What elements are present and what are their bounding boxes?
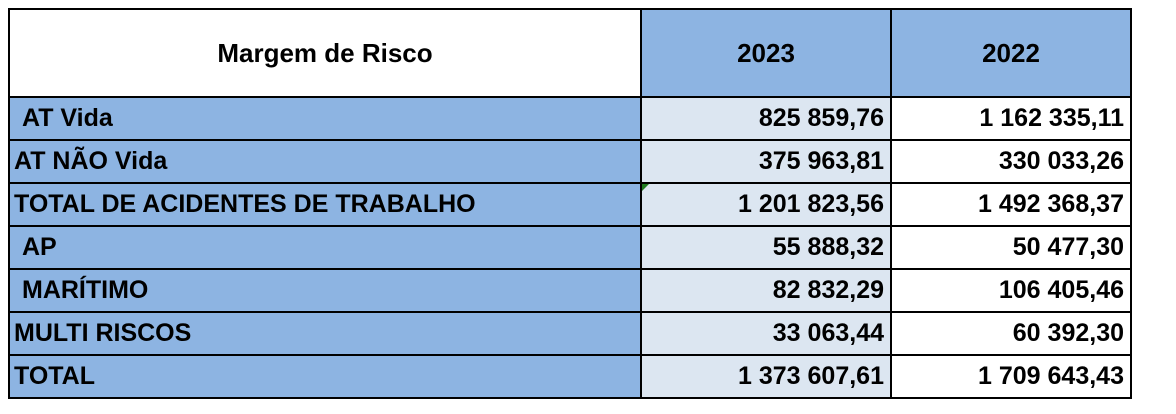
table-row: AP 55 888,32 50 477,30 <box>8 225 1132 270</box>
table-header-row: Margem de Risco 2023 2022 <box>8 8 1132 98</box>
table-row: TOTAL 1 373 607,61 1 709 643,43 <box>8 354 1132 399</box>
cell-error-indicator-icon <box>643 185 649 191</box>
cell-2023-value: 1 201 823,56 <box>738 190 884 218</box>
row-label-total: TOTAL <box>8 354 642 399</box>
cell-2023: 375 963,81 <box>640 139 892 184</box>
cell-2022: 60 392,30 <box>890 311 1132 356</box>
cell-2023: 825 859,76 <box>640 96 892 141</box>
risk-margin-table-container: Margem de Risco 2023 2022 AT Vida 825 85… <box>8 8 1132 399</box>
cell-2022: 1 162 335,11 <box>890 96 1132 141</box>
cell-2022: 50 477,30 <box>890 225 1132 270</box>
header-margem-de-risco: Margem de Risco <box>8 8 642 98</box>
cell-2023: 1 201 823,56 <box>640 182 892 227</box>
table-row: MARÍTIMO 82 832,29 106 405,46 <box>8 268 1132 313</box>
cell-2023: 82 832,29 <box>640 268 892 313</box>
cell-2022: 106 405,46 <box>890 268 1132 313</box>
row-label-multi-riscos: MULTI RISCOS <box>8 311 642 356</box>
cell-2023: 1 373 607,61 <box>640 354 892 399</box>
risk-margin-table: Margem de Risco 2023 2022 AT Vida 825 85… <box>8 8 1132 399</box>
table-row: MULTI RISCOS 33 063,44 60 392,30 <box>8 311 1132 356</box>
cell-2023: 55 888,32 <box>640 225 892 270</box>
row-label-total-acidentes-trabalho: TOTAL DE ACIDENTES DE TRABALHO <box>8 182 642 227</box>
row-label-ap: AP <box>8 225 642 270</box>
row-label-at-vida: AT Vida <box>8 96 642 141</box>
row-label-maritimo: MARÍTIMO <box>8 268 642 313</box>
table-row: TOTAL DE ACIDENTES DE TRABALHO 1 201 823… <box>8 182 1132 227</box>
cell-2022: 330 033,26 <box>890 139 1132 184</box>
table-row: AT Vida 825 859,76 1 162 335,11 <box>8 96 1132 141</box>
cell-2022: 1 492 368,37 <box>890 182 1132 227</box>
header-year-2023: 2023 <box>640 8 892 98</box>
table-row: AT NÃO Vida 375 963,81 330 033,26 <box>8 139 1132 184</box>
header-year-2022: 2022 <box>890 8 1132 98</box>
cell-2023: 33 063,44 <box>640 311 892 356</box>
row-label-at-nao-vida: AT NÃO Vida <box>8 139 642 184</box>
cell-2022: 1 709 643,43 <box>890 354 1132 399</box>
